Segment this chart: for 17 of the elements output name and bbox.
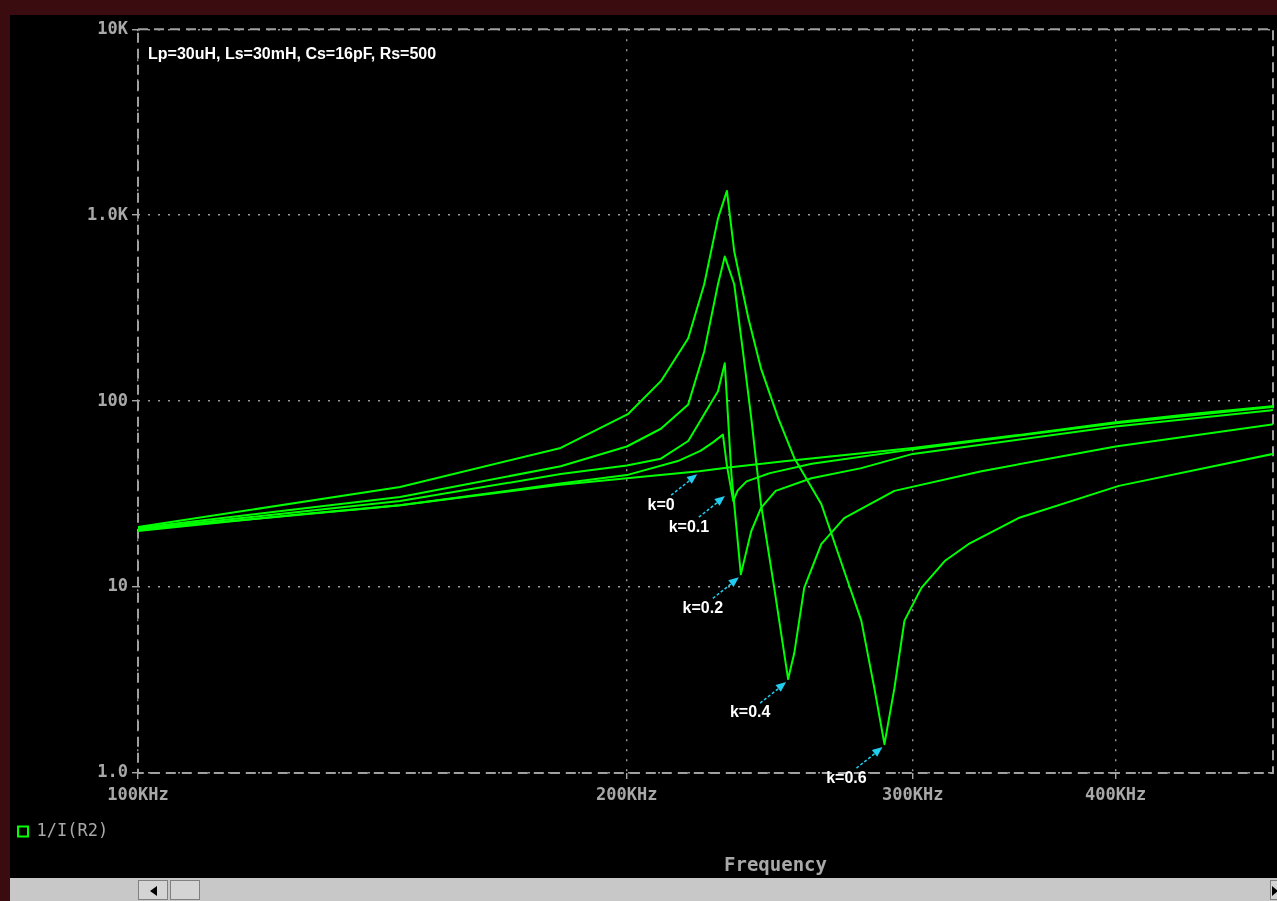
y-tick-label: 1.0 (97, 761, 128, 782)
x-tick-label: 400KHz (1084, 783, 1147, 804)
annotation: k=0 (647, 495, 675, 513)
x-tick-label: 300KHz (882, 783, 944, 804)
legend-label: 1/I(R2) (36, 819, 109, 840)
y-tick-label: 10 (107, 575, 128, 596)
annotation: k=0.4 (729, 703, 771, 721)
y-tick-label: 100 (97, 389, 128, 410)
y-tick-label: 1.0K (87, 203, 129, 224)
annotation: k=0.1 (668, 517, 710, 535)
x-tick-label: 200KHz (596, 783, 658, 804)
y-tick-label: 10K (97, 17, 129, 38)
x-axis-title: Frequency (724, 853, 827, 876)
x-tick-label: 100KHz (107, 783, 169, 804)
annotation: k=0.2 (682, 598, 724, 616)
annotation: k=0.6 (826, 768, 867, 786)
text: Lp=30uH, Ls=30mH, Cs=16pF, Rs=500 (148, 44, 437, 62)
